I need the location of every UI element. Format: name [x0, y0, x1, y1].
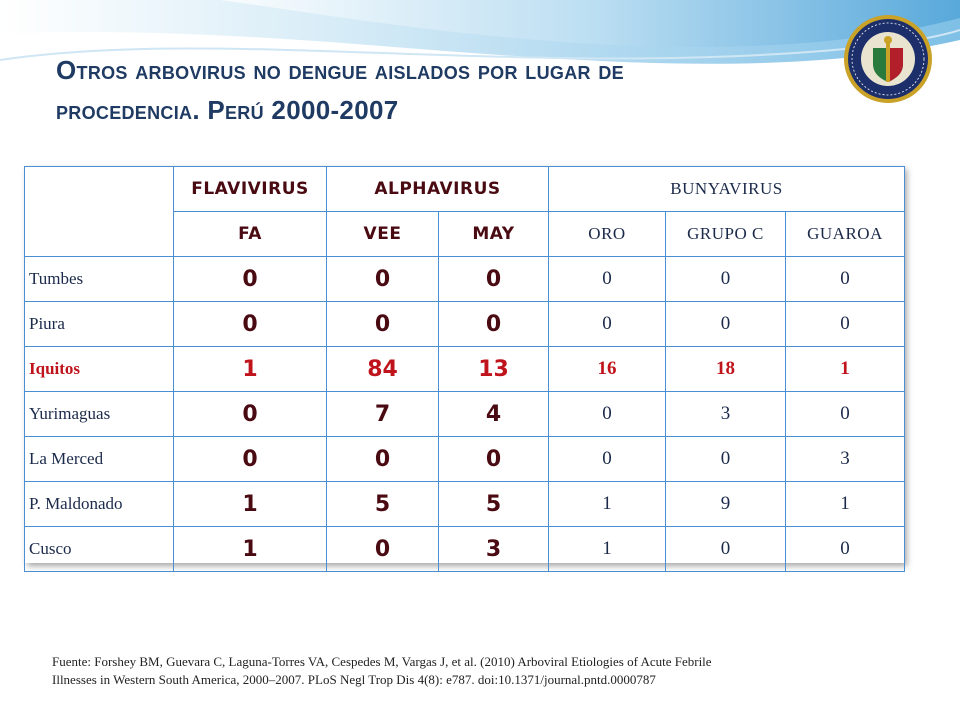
table-cell: 0	[785, 391, 905, 437]
column-header: FA	[173, 211, 327, 257]
table-cell: 0	[548, 436, 666, 482]
source-line-2: Illnesses in Western South America, 2000…	[52, 672, 656, 687]
table-cell: 5	[438, 481, 549, 527]
table-row: Tumbes 0 0 0 0 0 0	[24, 256, 905, 302]
row-label: La Merced	[24, 436, 174, 482]
column-header: GUAROA	[785, 211, 905, 257]
table-cell: 9	[665, 481, 786, 527]
arbovirus-table: FLAVIVIRUS ALPHAVIRUS BUNYAVIRUS FA VEE …	[24, 166, 905, 572]
row-label: P. Maldonado	[24, 481, 174, 527]
table-cell: 1	[548, 481, 666, 527]
column-header: VEE	[326, 211, 439, 257]
table-cell: 3	[665, 391, 786, 437]
arbovirus-table-container: FLAVIVIRUS ALPHAVIRUS BUNYAVIRUS FA VEE …	[24, 166, 905, 572]
table-cell: 18	[665, 346, 786, 392]
header-wave-decoration	[0, 0, 960, 64]
table-cell: 0	[326, 256, 439, 302]
row-label: Iquitos	[24, 346, 174, 392]
table-row: Piura 0 0 0 0 0 0	[24, 301, 905, 347]
table-cell: 0	[326, 526, 439, 572]
row-label: Tumbes	[24, 256, 174, 302]
table-cell: 0	[173, 301, 327, 347]
table-row: La Merced 0 0 0 0 0 3	[24, 436, 905, 482]
group-header-alphavirus: ALPHAVIRUS	[326, 166, 549, 212]
table-cell: 0	[173, 391, 327, 437]
table-cell: 3	[438, 526, 549, 572]
table-cell: 5	[326, 481, 439, 527]
table-cell: 0	[785, 526, 905, 572]
table-cell: 0	[438, 301, 549, 347]
table-cell: 0	[785, 301, 905, 347]
table-cell: 0	[326, 301, 439, 347]
title-line-1: Otros arbovirus no dengue aislados por l…	[56, 55, 624, 85]
row-label: Piura	[24, 301, 174, 347]
table-cell: 13	[438, 346, 549, 392]
table-cell: 0	[173, 256, 327, 302]
table-row-highlighted: Iquitos 1 84 13 16 18 1	[24, 346, 905, 392]
table-cell: 0	[438, 256, 549, 302]
table-cell: 0	[665, 526, 786, 572]
table-cell: 0	[665, 256, 786, 302]
group-header-row: FLAVIVIRUS ALPHAVIRUS BUNYAVIRUS	[24, 166, 905, 257]
table-cell: 1	[548, 526, 666, 572]
table-cell: 0	[438, 436, 549, 482]
row-label: Yurimaguas	[24, 391, 174, 437]
column-header: GRUPO C	[665, 211, 786, 257]
naval-medical-research-unit-seal-icon	[844, 15, 932, 103]
column-header: MAY	[438, 211, 549, 257]
table-cell: 0	[548, 256, 666, 302]
table-cell: 0	[173, 436, 327, 482]
table-cell: 0	[548, 391, 666, 437]
table-cell: 1	[173, 346, 327, 392]
table-cell: 1	[173, 526, 327, 572]
source-line-1: Fuente: Forshey BM, Guevara C, Laguna-To…	[52, 654, 712, 669]
corner-cell	[24, 166, 174, 257]
source-citation: Fuente: Forshey BM, Guevara C, Laguna-To…	[52, 653, 872, 689]
table-cell: 4	[438, 391, 549, 437]
page-title: Otros arbovirus no dengue aislados por l…	[56, 50, 836, 130]
table-cell: 0	[665, 301, 786, 347]
table-cell: 1	[785, 346, 905, 392]
column-header: ORO	[548, 211, 666, 257]
table-cell: 7	[326, 391, 439, 437]
table-cell: 0	[665, 436, 786, 482]
table-cell: 16	[548, 346, 666, 392]
table-cell: 3	[785, 436, 905, 482]
table-row: Cusco 1 0 3 1 0 0	[24, 526, 905, 572]
table-cell: 1	[173, 481, 327, 527]
table-row: Yurimaguas 0 7 4 0 3 0	[24, 391, 905, 437]
table-cell: 0	[785, 256, 905, 302]
group-header-bunyavirus: BUNYAVIRUS	[548, 166, 905, 212]
title-line-2: procedencia. Perú 2000-2007	[56, 95, 399, 125]
group-header-flavivirus: FLAVIVIRUS	[173, 166, 327, 212]
table-cell: 0	[326, 436, 439, 482]
table-cell: 84	[326, 346, 439, 392]
table-cell: 1	[785, 481, 905, 527]
row-label: Cusco	[24, 526, 174, 572]
table-cell: 0	[548, 301, 666, 347]
table-row: P. Maldonado 1 5 5 1 9 1	[24, 481, 905, 527]
